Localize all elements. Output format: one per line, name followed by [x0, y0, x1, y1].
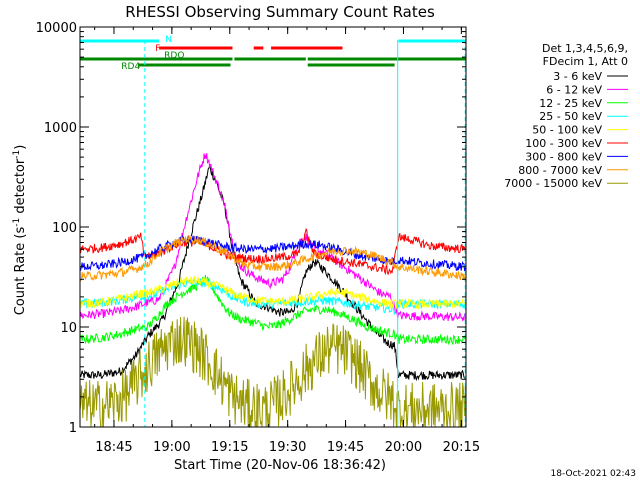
legend-label-5: 50 - 100 keV [532, 124, 602, 137]
series-line-1 [80, 164, 466, 382]
y-tick-label-5: 10000 [36, 21, 77, 36]
series-line-7 [80, 235, 466, 272]
flags-layer: NF RDO RD4 [80, 35, 466, 72]
x-tick-label-6: 20:00 [385, 440, 422, 455]
flag-label-rdo: RDO [164, 51, 184, 61]
series-line-8 [80, 234, 466, 282]
flag-label-f: F [155, 44, 160, 54]
x-tick-label-4: 19:30 [269, 440, 306, 455]
y-tick-label-4: 1000 [44, 121, 77, 136]
chart-title: RHESSI Observing Summary Count Rates [125, 3, 435, 21]
flag-label-rd4: RD4 [121, 62, 140, 72]
x-tick-label-5: 19:45 [327, 440, 364, 455]
x-axis-label: Start Time (20-Nov-06 18:36:42) [174, 458, 386, 473]
plot-frame [79, 26, 467, 428]
legend-label-7: 300 - 800 keV [525, 150, 602, 163]
x-tick-label-7: 20:15 [443, 440, 480, 455]
legend-header-2: FDecim 1, Att 0 [543, 55, 628, 68]
legend-label-6: 100 - 300 keV [525, 137, 602, 150]
y-tick-label-1: 1 [69, 421, 77, 436]
legend: Det 1,3,4,5,6,9,FDecim 1, Att 0 3 - 6 keV… [504, 42, 628, 190]
legend-label-2: 6 - 12 keV [546, 83, 602, 96]
legend-label-3: 12 - 25 keV [539, 97, 602, 110]
flag-label-n: N [165, 35, 172, 45]
series-line-2 [80, 153, 466, 322]
y-tick-label-3: 100 [52, 221, 77, 236]
legend-label-4: 25 - 50 keV [539, 110, 602, 123]
series-line-3 [80, 274, 466, 346]
y-tick-label-2: 10 [60, 321, 77, 336]
legend-label-1: 3 - 6 keV [553, 70, 602, 83]
x-tick-label-1: 18:45 [95, 440, 132, 455]
legend-label-8: 800 - 7000 keV [518, 164, 602, 177]
night-boundaries [79, 40, 466, 427]
series-line-5 [80, 275, 466, 310]
series-line-9 [80, 316, 466, 427]
series-line-4 [80, 277, 466, 316]
legend-label-9: 7000 - 15000 keV [504, 177, 602, 190]
series-layer [80, 153, 466, 427]
x-tick-label-3: 19:15 [211, 440, 248, 455]
y-axis: 1 10 100 1000 10000 [36, 21, 466, 436]
x-tick-label-2: 19:00 [153, 440, 190, 455]
footer-timestamp: 18-Oct-2021 02:43 [551, 469, 636, 479]
legend-header-1: Det 1,3,4,5,6,9, [542, 42, 628, 55]
y-axis-label: Count Rate (s-1 detector-1) [12, 145, 28, 316]
x-axis: 18:45 19:00 19:15 19:30 19:45 20:00 20:15 [94, 27, 480, 455]
